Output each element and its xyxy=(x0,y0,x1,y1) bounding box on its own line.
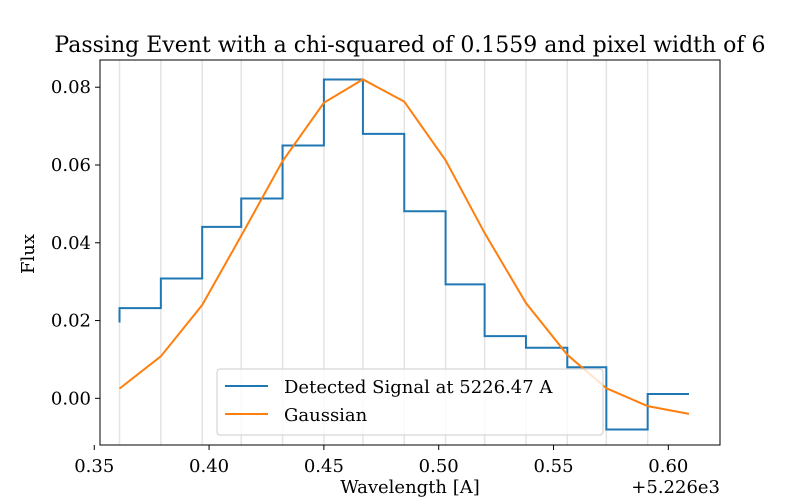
x-tick-label-5: 0.60 xyxy=(648,456,688,477)
x-tick-label-2: 0.45 xyxy=(304,456,344,477)
y-tick-label-4: 0.08 xyxy=(51,77,91,98)
x-tick-label-0: 0.35 xyxy=(74,456,114,477)
legend: Detected Signal at 5226.47 A Gaussian xyxy=(216,368,604,436)
y-axis-label: Flux xyxy=(18,234,39,274)
plot-area-frame xyxy=(99,59,721,446)
y-tick-label-3: 0.06 xyxy=(51,155,91,176)
x-tick-label-4: 0.55 xyxy=(533,456,573,477)
x-axis-ticks: 0.35 0.40 0.45 0.50 0.55 0.60 xyxy=(74,445,688,477)
y-tick-label-0: 0.00 xyxy=(51,388,91,409)
legend-label-gaussian: Gaussian xyxy=(284,405,368,426)
x-tick-label-3: 0.50 xyxy=(419,456,459,477)
x-axis-offset-label: +5.226e3 xyxy=(631,477,720,498)
chart-title: Passing Event with a chi-squared of 0.15… xyxy=(54,33,765,58)
legend-box xyxy=(216,368,604,436)
x-axis-label: Wavelength [A] xyxy=(340,477,480,498)
y-tick-label-2: 0.04 xyxy=(51,233,91,254)
legend-label-signal: Detected Signal at 5226.47 A xyxy=(284,377,553,398)
y-tick-label-1: 0.02 xyxy=(51,311,91,332)
x-tick-label-1: 0.40 xyxy=(189,456,229,477)
y-axis-ticks: 0.00 0.02 0.04 0.06 0.08 xyxy=(51,77,100,409)
